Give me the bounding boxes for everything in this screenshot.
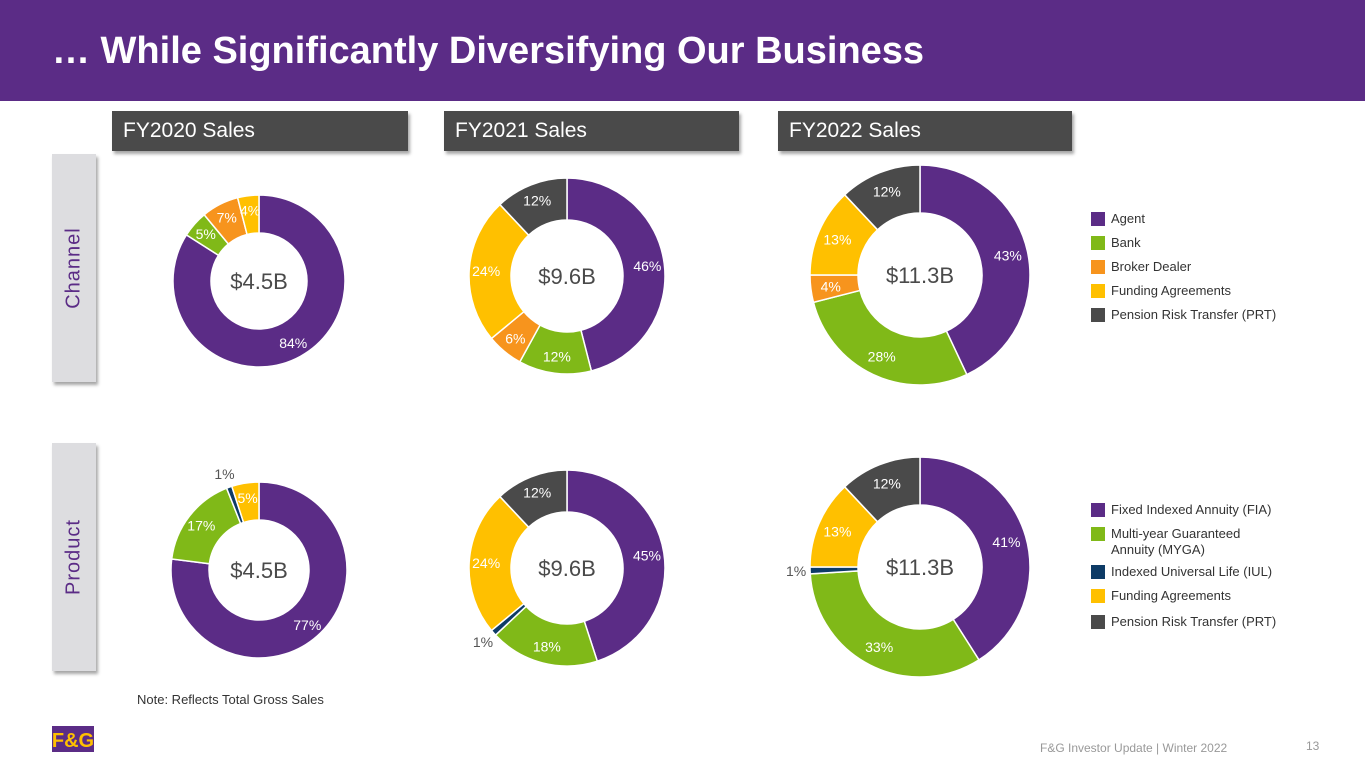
legend-swatch xyxy=(1091,503,1105,517)
donut-center-total: $11.3B xyxy=(886,555,954,580)
legend-swatch xyxy=(1091,589,1105,603)
legend-swatch xyxy=(1091,565,1105,579)
fy2021-header: FY2021 Sales xyxy=(444,111,739,151)
legend-label: Broker Dealer xyxy=(1111,259,1192,274)
donut-segment xyxy=(812,289,968,386)
data-label: 13% xyxy=(823,523,851,539)
legend-label: Agent xyxy=(1111,211,1145,226)
footnote: Note: Reflects Total Gross Sales xyxy=(137,692,324,707)
data-label: 1% xyxy=(214,466,234,482)
page-title: … While Significantly Diversifying Our B… xyxy=(52,30,925,72)
donut-segment xyxy=(170,481,348,659)
fy2020-header: FY2020 Sales xyxy=(112,111,408,151)
data-label: 33% xyxy=(865,639,893,655)
data-label: 12% xyxy=(523,485,551,501)
data-label: 13% xyxy=(823,231,851,247)
footer-text: F&G Investor Update | Winter 2022 xyxy=(1040,741,1228,755)
data-label: 12% xyxy=(873,183,901,199)
legend-label-line2: Annuity (MYGA) xyxy=(1111,542,1205,557)
data-label: 46% xyxy=(633,258,661,274)
data-label: 77% xyxy=(293,617,321,633)
data-label: 18% xyxy=(533,638,561,654)
legend-swatch xyxy=(1091,615,1105,629)
legend-label: Fixed Indexed Annuity (FIA) xyxy=(1111,502,1272,517)
channel-row-tab: Channel xyxy=(52,154,96,382)
data-label: 4% xyxy=(821,278,841,294)
legend-label: Pension Risk Transfer (PRT) xyxy=(1111,614,1277,629)
legend-swatch xyxy=(1091,284,1105,298)
legend-label: Funding Agreements xyxy=(1111,588,1231,603)
donut-center-total: $4.5B xyxy=(230,269,288,294)
data-label: 24% xyxy=(472,263,500,279)
product-row-tab: Product xyxy=(52,443,96,671)
donut-segment xyxy=(843,456,921,523)
donut-segment xyxy=(498,177,568,237)
donut-segment xyxy=(566,177,666,372)
legend-label: Multi-year Guaranteed xyxy=(1111,526,1241,541)
data-label: 5% xyxy=(237,490,257,506)
donut-center-total: $9.6B xyxy=(538,556,596,581)
legend-swatch xyxy=(1091,527,1105,541)
page-number: 13 xyxy=(1306,739,1320,753)
legend-label: Bank xyxy=(1111,235,1141,250)
data-label: 12% xyxy=(543,348,571,364)
fy2022-header: FY2022 Sales xyxy=(778,111,1072,151)
donut-center-total: $11.3B xyxy=(886,263,954,288)
donut-center-total: $9.6B xyxy=(538,264,596,289)
data-label: 6% xyxy=(505,330,525,346)
donut-segment xyxy=(236,194,260,236)
donut-segment xyxy=(919,456,1031,661)
data-label: 7% xyxy=(217,210,237,226)
header-bar: … While Significantly Diversifying Our B… xyxy=(0,0,1365,101)
legend-swatch xyxy=(1091,260,1105,274)
donut-segment xyxy=(172,194,346,368)
donut-segment xyxy=(230,481,260,524)
data-label: 43% xyxy=(994,247,1022,263)
legend-swatch xyxy=(1091,236,1105,250)
donut-segment xyxy=(498,469,568,529)
data-label: 84% xyxy=(279,335,307,351)
legend-swatch xyxy=(1091,308,1105,322)
legend-label: Funding Agreements xyxy=(1111,283,1231,298)
data-label: 28% xyxy=(868,348,896,364)
donut-segment xyxy=(843,164,921,231)
data-label: 1% xyxy=(473,634,493,650)
data-label: 24% xyxy=(472,555,500,571)
data-label: 12% xyxy=(523,193,551,209)
donut-segment xyxy=(566,469,666,663)
data-label: 1% xyxy=(786,563,806,579)
donut-segment xyxy=(919,164,1031,376)
donut-segment xyxy=(809,570,980,678)
legend-label: Pension Risk Transfer (PRT) xyxy=(1111,307,1277,322)
logo-text: F&G xyxy=(52,730,94,752)
legend-swatch xyxy=(1091,212,1105,226)
data-label: 5% xyxy=(196,226,216,242)
legend-label: Indexed Universal Life (IUL) xyxy=(1111,564,1273,579)
data-label: 41% xyxy=(992,534,1020,550)
data-label: 17% xyxy=(187,517,215,533)
data-label: 45% xyxy=(633,547,661,563)
donut-center-total: $4.5B xyxy=(230,558,288,583)
fg-logo-icon: F&G xyxy=(52,726,94,752)
data-label: 4% xyxy=(240,203,260,219)
data-label: 12% xyxy=(873,475,901,491)
